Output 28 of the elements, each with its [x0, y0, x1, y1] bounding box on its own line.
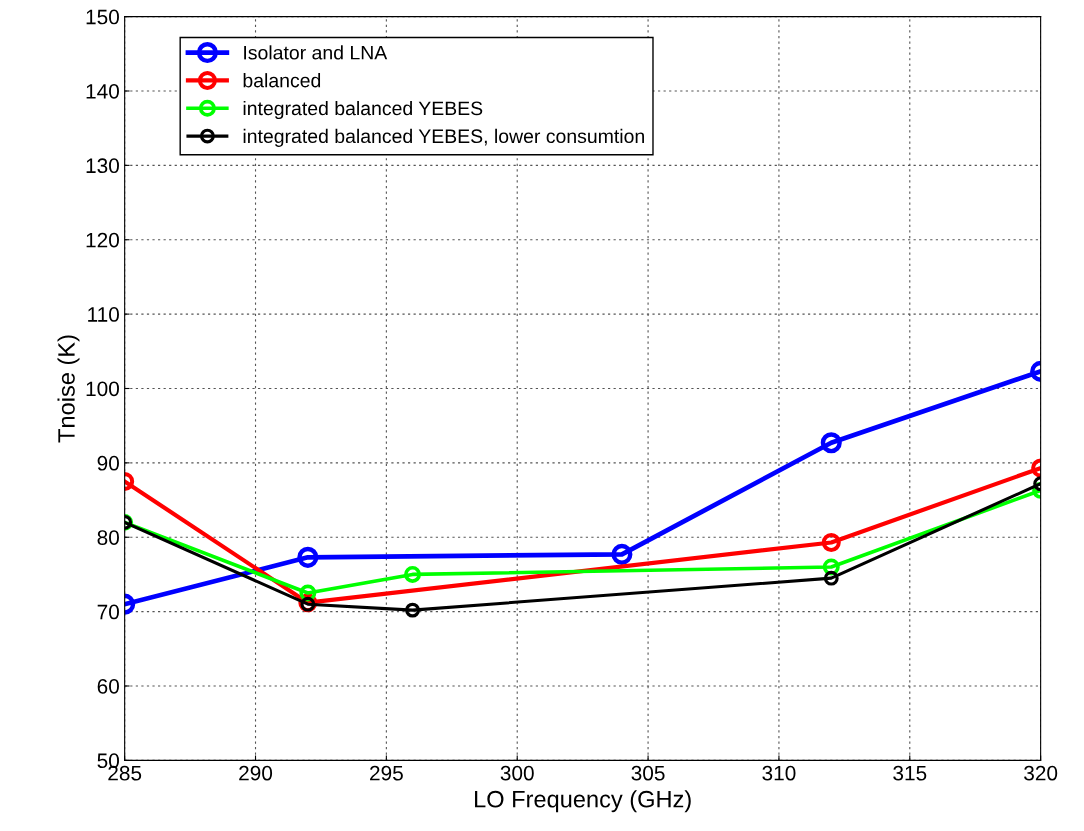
- legend-label: integrated balanced YEBES, lower consumtion: [243, 128, 644, 147]
- y-tick-label: 70: [97, 604, 119, 620]
- x-tick-label: 320: [1024, 765, 1058, 781]
- y-tick-label: 90: [97, 455, 119, 471]
- legend-label: integrated balanced YEBES: [243, 100, 483, 120]
- y-tick-label: 80: [97, 530, 119, 545]
- x-axis-title: LO Frequency (GHz): [475, 790, 691, 813]
- x-tick-label: 305: [631, 765, 665, 781]
- x-tick-label: 290: [239, 765, 273, 781]
- y-tick-label: 100: [86, 381, 119, 397]
- point: [820, 432, 842, 454]
- legend-label: balanced: [243, 73, 321, 88]
- x-tick-label: 310: [762, 765, 796, 781]
- y-tick-label: 110: [88, 307, 119, 322]
- point: [404, 565, 422, 583]
- point: [823, 570, 839, 586]
- x-tick-label: 300: [500, 765, 534, 781]
- y-tick-label: 150: [86, 9, 119, 25]
- y-tick-label: 130: [86, 158, 119, 174]
- y-tick-label: 120: [86, 232, 119, 248]
- point: [611, 543, 633, 565]
- y-axis-title: Tnoise (K): [57, 335, 80, 443]
- x-tick-label: 295: [370, 765, 403, 781]
- legend-label: Isolator and LNA: [244, 45, 388, 60]
- y-tick-label: 60: [97, 678, 119, 694]
- x-tick-label: 315: [893, 765, 927, 781]
- point: [405, 602, 420, 618]
- y-tick-label: 140: [86, 84, 119, 99]
